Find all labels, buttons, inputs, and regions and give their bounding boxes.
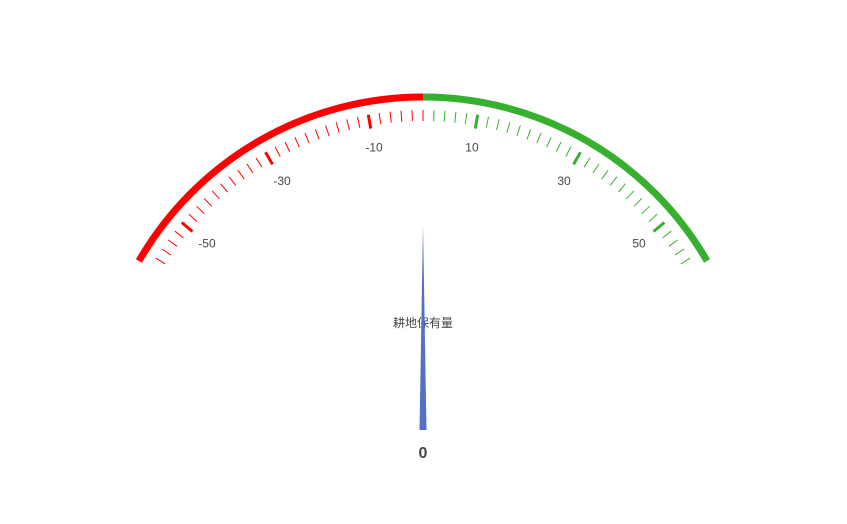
gauge-minor-tick [196, 205, 205, 215]
gauge-minor-tick [304, 132, 310, 144]
gauge-minor-tick [314, 128, 320, 140]
gauge-minor-tick [633, 198, 643, 207]
gauge-ticks [155, 110, 691, 265]
gauge-minor-tick [443, 110, 446, 122]
gauge-minor-tick [583, 157, 591, 168]
gauge-minor-tick [346, 119, 350, 131]
gauge-minor-tick [516, 125, 521, 137]
gauge-minor-tick [592, 163, 600, 174]
gauge-tick-label: 30 [557, 174, 571, 188]
gauge-minor-tick [294, 137, 300, 148]
gauge-split-line [366, 114, 373, 129]
gauge-minor-tick [601, 169, 609, 180]
gauge-tick-label: -30 [273, 174, 291, 188]
gauge-split-line [180, 221, 194, 233]
gauge-minor-tick [378, 112, 382, 125]
gauge-minor-tick [454, 111, 457, 123]
gauge-minor-tick [626, 190, 635, 200]
gauge-minor-tick [496, 119, 500, 131]
gauge-tick-labels: -50 -30 -10 10 30 50 [198, 140, 646, 250]
gauge-minor-tick [662, 230, 672, 239]
gauge-value: 0 [419, 445, 428, 462]
gauge-minor-tick [546, 137, 552, 148]
gauge-minor-tick [325, 125, 330, 137]
gauge-split-line [572, 151, 582, 166]
gauge-minor-tick [357, 116, 361, 128]
gauge-minor-tick [400, 110, 403, 122]
gauge-minor-tick [641, 205, 650, 215]
gauge-tick-label: 50 [632, 237, 646, 251]
gauge-minor-tick [246, 163, 254, 174]
gauge-band-0 [135, 93, 424, 263]
gauge-minor-tick [555, 141, 562, 152]
gauge-minor-tick [674, 248, 685, 256]
gauge-minor-tick [211, 190, 220, 200]
gauge-minor-tick [485, 116, 489, 128]
gauge-minor-tick [389, 111, 392, 123]
gauge-band-1 [422, 93, 711, 263]
gauge-tick-label: 10 [465, 140, 479, 154]
gauge-tick-label: -10 [365, 140, 383, 154]
gauge-minor-tick [464, 112, 468, 125]
gauge-axis-bands [135, 93, 711, 263]
gauge-minor-tick [155, 257, 166, 265]
gauge-minor-tick [284, 141, 291, 152]
gauge-minor-tick [161, 248, 172, 256]
gauge-split-line [264, 151, 274, 166]
gauge-minor-tick [255, 157, 263, 168]
gauge-split-line [652, 221, 666, 233]
gauge-pointer [419, 225, 427, 430]
gauge-split-line [473, 114, 480, 129]
gauge-minor-tick [609, 176, 618, 186]
gauge-minor-tick [174, 230, 184, 239]
gauge-minor-tick [526, 128, 532, 140]
gauge-minor-tick [668, 239, 679, 247]
gauge-minor-tick [220, 183, 228, 193]
gauge-minor-tick [167, 239, 178, 247]
gauge-minor-tick [506, 122, 511, 133]
gauge-pointer-group [419, 225, 427, 430]
gauge-tick-label: -50 [198, 237, 216, 251]
gauge-minor-tick [237, 169, 245, 180]
gauge-minor-tick [680, 257, 691, 265]
gauge-minor-tick [565, 146, 572, 157]
gauge-minor-tick [203, 198, 213, 207]
gauge-minor-tick [648, 213, 658, 222]
gauge-minor-tick [274, 146, 281, 157]
gauge-minor-tick [618, 183, 626, 193]
gauge-minor-tick [228, 176, 237, 186]
gauge-minor-tick [188, 213, 198, 222]
gauge-minor-tick [536, 132, 542, 144]
gauge-minor-tick [335, 122, 340, 133]
